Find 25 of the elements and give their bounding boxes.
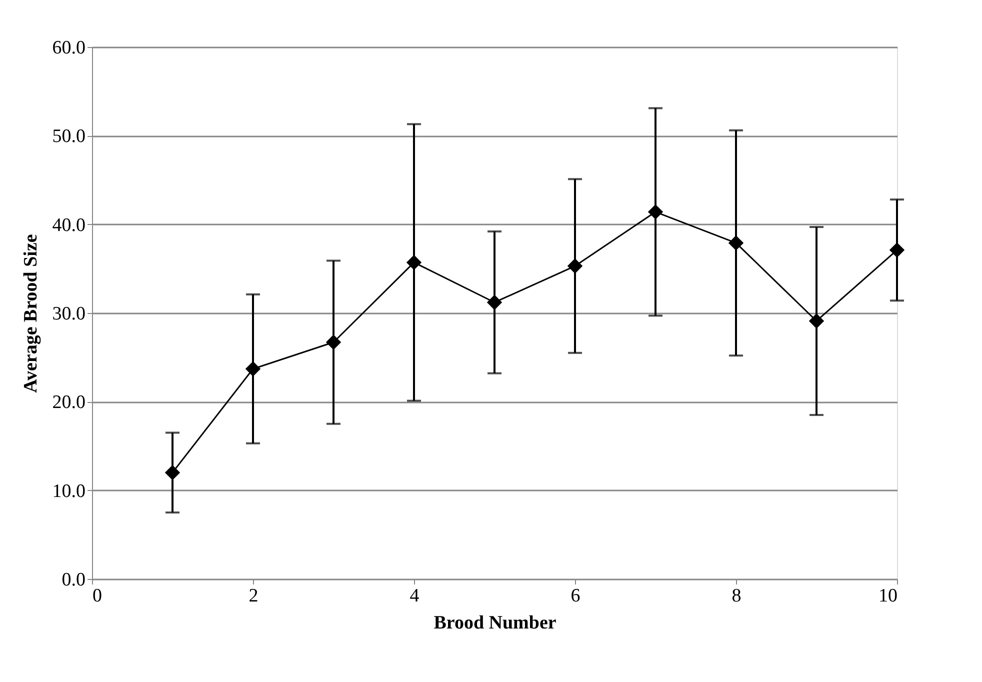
point xyxy=(567,258,583,274)
point xyxy=(728,235,744,251)
y-tick-label: 10.0 xyxy=(52,480,86,502)
x-tick-label: 10 xyxy=(878,586,898,606)
y-tick-label: 30.0 xyxy=(52,304,86,324)
x-axis-title: Brood Number xyxy=(434,612,557,634)
y-tick-label: 60.0 xyxy=(52,38,86,58)
point xyxy=(326,334,342,350)
x-tick-label: 6 xyxy=(570,586,580,606)
y-tick-label: 0.0 xyxy=(62,570,86,590)
x-tick-label: 0 xyxy=(92,586,102,606)
y-axis-title: Average Brood Size xyxy=(20,234,42,393)
point xyxy=(889,242,905,258)
point xyxy=(808,313,824,329)
point xyxy=(486,294,502,310)
x-tick-label: 8 xyxy=(732,586,742,606)
point xyxy=(164,465,180,480)
x-tick-label: 4 xyxy=(410,586,420,606)
x-tick-label: 2 xyxy=(248,586,258,606)
y-tick-label: 50.0 xyxy=(52,126,86,148)
point xyxy=(406,254,422,270)
y-tick-label: 20.0 xyxy=(52,392,86,414)
point xyxy=(245,361,261,376)
y-tick-label: 40.0 xyxy=(52,214,86,236)
point xyxy=(648,204,664,220)
